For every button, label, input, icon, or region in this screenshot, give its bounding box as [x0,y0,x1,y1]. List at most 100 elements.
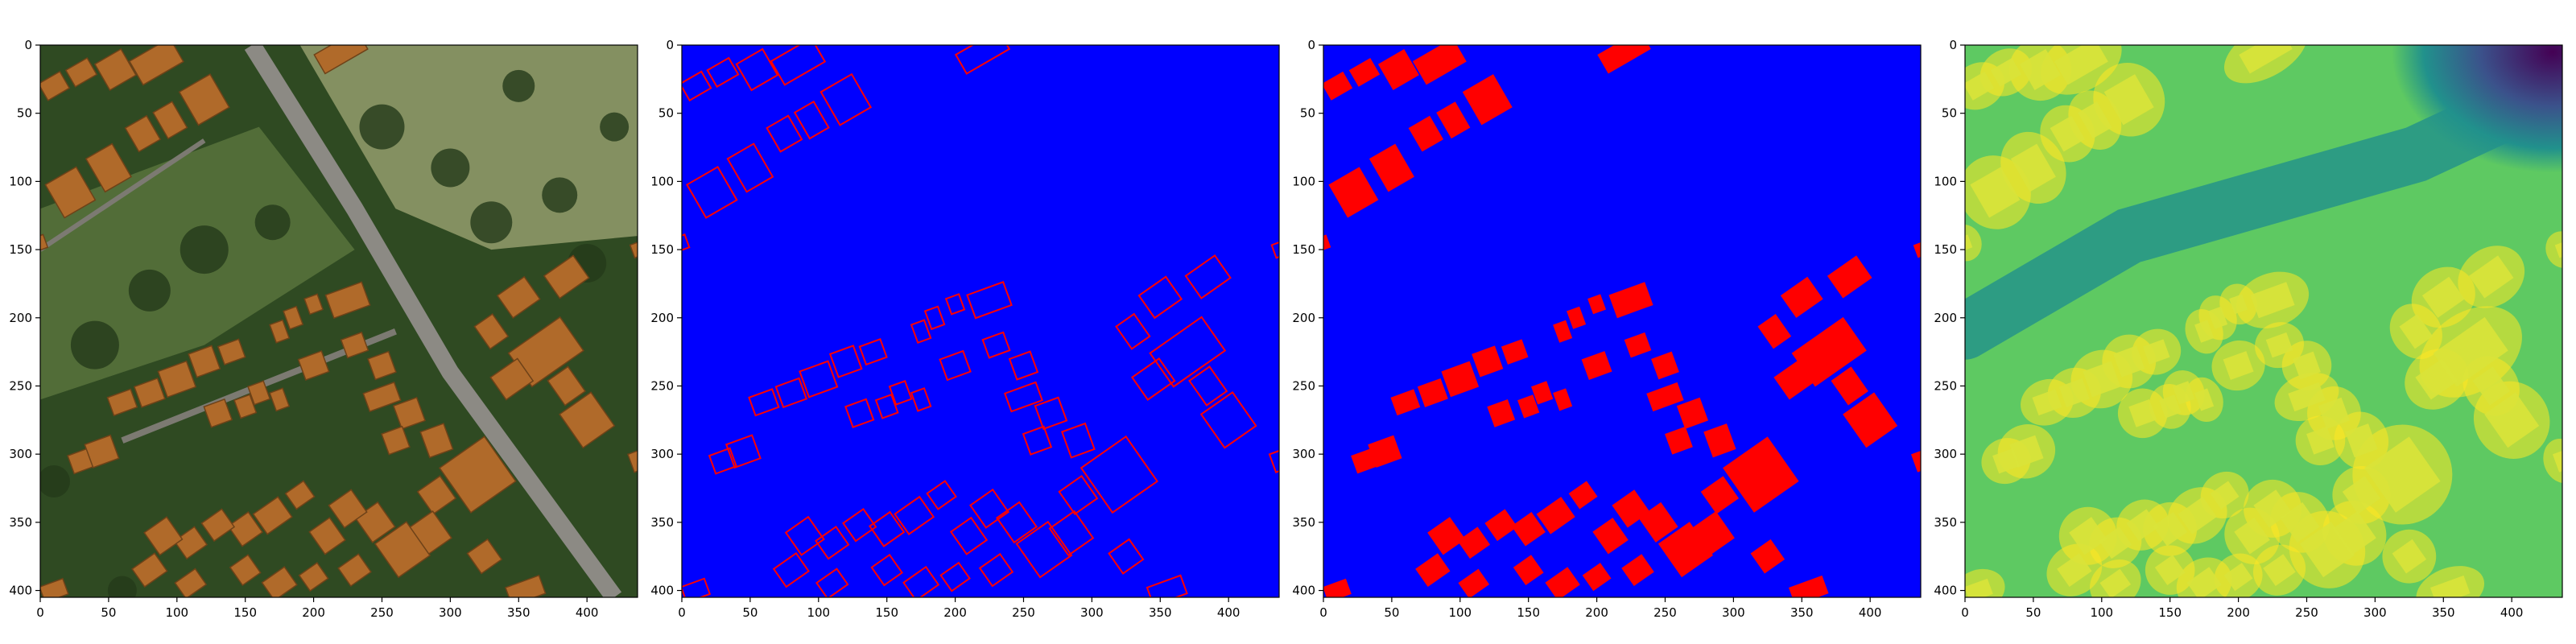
side-road [40,138,206,252]
x-tick-label: 400 [2500,605,2524,620]
distance-map-panel: 0 50 100 150 200 250 300 350 400 0 50 100 150 200 250 3… [1934,38,2563,620]
building-fill [1621,554,1654,586]
x-tick-label: 50 [742,605,758,620]
y-tick-label: 400 [650,584,674,598]
roof [439,436,517,514]
plot-area [1323,45,1921,597]
x-tick-label: 350 [2432,605,2455,620]
building-outline [1146,574,1188,597]
roof [203,398,233,428]
building-core [2288,382,2326,412]
y-tick-label: 250 [9,378,32,393]
building-core [2099,568,2132,597]
building-fill [1472,345,1504,378]
roof [559,391,616,449]
building-fill [1412,45,1467,85]
building-fill [1457,526,1491,559]
building-fill [1582,563,1612,592]
building-outline [954,45,1011,75]
building-fill [1592,518,1629,555]
roof [233,394,258,419]
x-tick-label: 50 [2025,605,2041,620]
x-tick-label: 100 [2090,605,2113,620]
building-outline [1022,425,1053,456]
roof [44,166,97,219]
building-fill [1348,57,1381,87]
building-core [2554,241,2562,258]
y-tick-label: 400 [9,584,32,598]
axes-frame [1323,44,1922,598]
roof [106,388,138,417]
building-core [1992,448,2020,474]
x-tick-label: 350 [507,605,530,620]
building-outline [726,142,774,193]
building-fill [1351,448,1378,474]
roof [64,56,98,88]
x-tick-label: 400 [576,605,599,620]
building-outline [1149,316,1227,388]
roof [367,350,397,381]
tree-canopy [128,269,171,312]
building-outline [910,319,932,345]
plot-area [1965,45,2562,597]
building-outline [706,56,740,89]
roof [133,378,166,408]
roof [489,357,535,401]
roof [313,45,369,75]
building-core [2126,509,2160,542]
plot-area [682,45,1279,597]
building-fill [1651,351,1679,380]
x-tick-label: 50 [101,605,116,620]
building-core [2154,555,2186,586]
building-core [2208,306,2228,329]
mask-background [682,45,1279,597]
building-fill [1484,509,1518,542]
building-core [2293,351,2321,380]
building-outline [682,70,712,102]
building-fill [1791,316,1867,387]
building-outline [1108,538,1145,575]
building-fill [1568,481,1598,510]
building-fill [1390,389,1421,416]
building-core [2306,426,2334,455]
x-tick-label: 200 [1585,605,1608,620]
building-core [2429,575,2471,597]
tree-canopy [359,104,405,150]
building-fill [1690,511,1735,555]
y-tick-label: 200 [650,311,674,325]
building-core [2299,522,2355,578]
building-fill [1531,381,1554,405]
building-fill [1646,382,1684,412]
building-core [2468,255,2514,299]
y-tick-label: 150 [9,242,32,257]
y-tick-label: 350 [1934,515,1957,530]
y-tick-label: 0 [24,38,32,52]
building-outline [770,45,827,86]
building-core [1965,71,1995,101]
tree-canopy [470,201,513,244]
x-tick-label: 200 [302,605,325,620]
y-tick-label: 50 [658,106,674,121]
building-fill [1657,522,1713,578]
y-tick-label: 50 [1300,106,1315,121]
building-outline [815,568,849,597]
building-core [2019,49,2061,90]
building-outline-panel: 0 50 100 150 200 250 300 350 400 0 50 100 150 200 250 3… [650,38,1280,620]
roof [269,387,291,412]
y-tick-label: 100 [1292,174,1315,188]
building-outline [799,360,839,398]
building-core [2103,74,2154,126]
axes-frame [39,44,638,598]
tree-canopy [254,204,291,241]
building-fill [1377,49,1419,90]
building-fill [1750,539,1785,574]
building-core [2009,435,2044,468]
building-outline [1034,396,1068,431]
y-tick-label: 100 [1934,174,1957,188]
axes-frame [1964,44,2563,598]
building-core [2318,397,2351,429]
building-outline [844,398,875,428]
plot-area [40,45,638,597]
building-fill [1462,74,1513,126]
x-tick-label: 100 [165,605,188,620]
